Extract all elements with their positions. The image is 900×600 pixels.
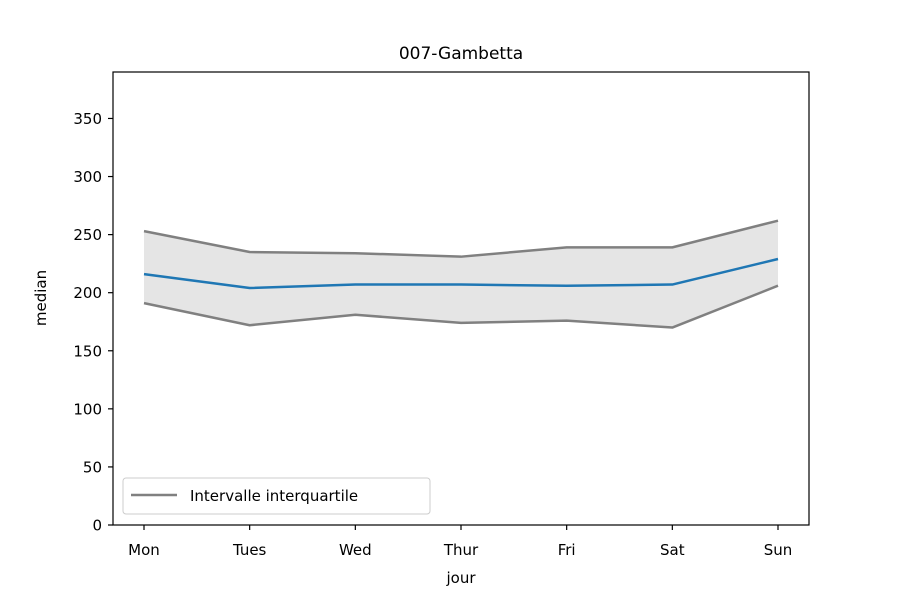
y-tick-label: 100: [73, 400, 102, 418]
chart-title: 007-Gambetta: [399, 44, 523, 64]
plot-area: [112, 71, 810, 526]
y-tick-label: 200: [73, 284, 102, 302]
median-line: [143, 257, 779, 290]
y-tick-label: 250: [73, 226, 102, 244]
x-axis-label: jour: [445, 569, 476, 587]
x-tick-label: Sat: [660, 541, 685, 559]
x-tick-label: Fri: [558, 541, 576, 559]
y-tick-label: 50: [83, 458, 102, 476]
x-tick-label: Thur: [443, 541, 479, 559]
iqr-band-fill: [144, 220, 778, 328]
x-tick-label: Wed: [339, 541, 372, 559]
y-axis-label: median: [32, 270, 50, 326]
y-axis: 0 50 100 150 200 250 300 350: [73, 110, 113, 535]
iqr-lower-line: [143, 284, 779, 329]
x-tick-label: Tues: [232, 541, 267, 559]
y-tick-label: 0: [92, 517, 102, 535]
legend: Intervalle interquartile: [122, 477, 431, 515]
x-tick-label: Sun: [764, 541, 793, 559]
y-tick-label: 150: [73, 342, 102, 360]
iqr-upper-line: [143, 219, 779, 258]
y-tick-label: 300: [73, 168, 102, 186]
y-tick-label: 350: [73, 110, 102, 128]
x-tick-label: Mon: [128, 541, 160, 559]
legend-label: Intervalle interquartile: [190, 487, 358, 505]
legend-box: [122, 477, 431, 515]
x-axis: Mon Tues Wed Thur Fri Sat Sun: [128, 525, 792, 559]
